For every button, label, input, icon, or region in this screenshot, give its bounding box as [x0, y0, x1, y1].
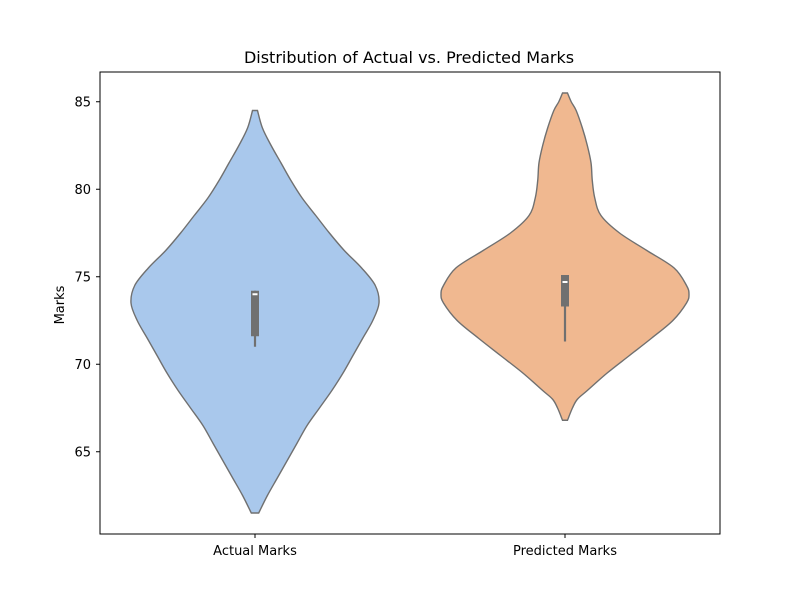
violin-group	[130, 92, 690, 514]
iqr-box	[251, 290, 259, 337]
y-tick-label: 85	[74, 95, 91, 110]
x-tick-label: Predicted Marks	[513, 544, 617, 559]
y-axis: 65 70 75 80 85	[74, 95, 100, 460]
violin-body	[440, 92, 690, 421]
y-axis-label: Marks	[53, 285, 68, 324]
iqr-box	[561, 275, 569, 307]
y-tick-label: 70	[74, 358, 91, 373]
chart-title: Distribution of Actual vs. Predicted Mar…	[244, 48, 574, 67]
y-tick-label: 75	[74, 270, 91, 285]
y-tick-label: 65	[74, 445, 91, 460]
violin-predicted-marks	[440, 92, 690, 421]
plot-area-frame	[99, 71, 721, 535]
y-tick-label: 80	[74, 183, 91, 198]
violin-actual-marks	[130, 109, 380, 514]
x-tick-label: Actual Marks	[213, 544, 297, 559]
x-axis: Actual Marks Predicted Marks	[213, 534, 617, 559]
